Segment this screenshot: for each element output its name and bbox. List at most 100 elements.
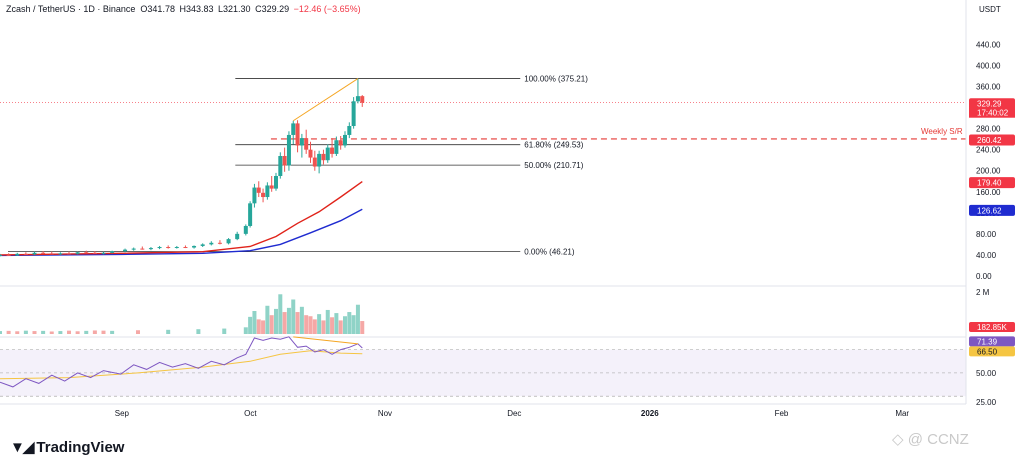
candle-body	[343, 134, 347, 146]
volume-bar	[41, 330, 46, 334]
volume-last-tag-bg	[969, 322, 1015, 332]
volume-bar	[265, 305, 270, 334]
candle-body	[252, 187, 257, 204]
price-axis-tick: 160.00	[976, 188, 1001, 197]
candle-body	[274, 175, 278, 189]
candle-body	[84, 252, 89, 254]
time-axis-tick: Nov	[378, 409, 392, 418]
ma-fast-line	[0, 181, 363, 256]
volume-bar	[136, 330, 140, 334]
price-trend-line	[292, 78, 359, 122]
candle-body	[192, 245, 197, 248]
ma-slow-tag-bg	[969, 204, 1015, 216]
price-axis-tick: 40.00	[976, 251, 997, 260]
fib-level-label: 100.00% (375.21)	[524, 75, 588, 84]
candle-body	[291, 123, 296, 135]
rsi-value-tag-bg	[969, 336, 1015, 347]
ccnz-logo-icon: ◇	[892, 431, 904, 448]
rsi-axis-tick: 25.00	[976, 398, 997, 407]
candle-body	[269, 185, 274, 189]
candle-body	[235, 233, 240, 240]
candle-body	[330, 147, 335, 154]
rsi-divergence-line	[293, 336, 358, 345]
candle-body	[58, 253, 63, 255]
candle-body	[75, 252, 80, 254]
rsi-ma-tag: 66.50	[977, 347, 998, 356]
volume-bar	[295, 312, 300, 334]
rsi-axis-tick: 50.00	[976, 369, 997, 378]
weekly-sr-tag-bg	[969, 134, 1015, 146]
low-label: L	[218, 4, 224, 14]
candle-body	[286, 134, 291, 166]
volume-bar	[334, 313, 339, 334]
volume-bar	[286, 307, 291, 334]
candle-body	[183, 247, 188, 249]
candle-body	[41, 252, 46, 254]
candle-body	[355, 96, 360, 102]
volume-bar	[338, 320, 343, 334]
weekly-sr-tag: 260.42	[977, 136, 1002, 145]
volume-bar	[343, 316, 347, 334]
volume-bar	[282, 312, 287, 334]
ma-slow-tag: 126.62	[977, 206, 1002, 215]
ma-fast-tag-bg	[969, 177, 1015, 189]
fib-level-label: 61.80% (249.53)	[524, 141, 583, 150]
close-value: 329.29	[261, 4, 290, 14]
watermark-text: @ CCNZ	[907, 431, 969, 448]
watermark: ◇ @ CCNZ	[892, 430, 969, 448]
rsi-value-tag: 71.39	[977, 337, 998, 346]
volume-bar	[32, 331, 37, 334]
candle-body	[200, 244, 205, 246]
volume-bar	[347, 312, 352, 334]
time-axis-tick: 2026	[641, 409, 659, 418]
last-price-tag-bg	[969, 98, 1015, 110]
candle-body	[123, 249, 128, 252]
price-axis-tick: 360.00	[976, 83, 1001, 92]
candle-body	[317, 153, 322, 167]
candle-body	[92, 252, 97, 254]
volume-bar	[23, 330, 28, 334]
candle-body	[101, 252, 106, 254]
volume-bar	[84, 330, 89, 334]
candle-body	[351, 101, 356, 127]
candle-body	[261, 192, 266, 198]
candle-body	[243, 225, 248, 234]
volume-bar	[325, 309, 330, 334]
candle-body	[325, 147, 330, 161]
candle-body	[304, 138, 309, 150]
volume-bar	[291, 299, 296, 334]
candle-body	[347, 126, 352, 135]
high-value: 343.83	[185, 4, 214, 14]
currency-label[interactable]: USDT	[979, 5, 1001, 14]
volume-last-tag: 182.85K	[977, 323, 1007, 332]
countdown-bg	[969, 107, 1015, 118]
candle-body	[338, 140, 343, 146]
volume-bar	[0, 331, 2, 334]
volume-bar	[308, 316, 313, 334]
price-axis-tick: 200.00	[976, 167, 1001, 176]
low-value: 321.30	[223, 4, 251, 14]
weekly-sr-label: Weekly S/R	[921, 127, 963, 136]
volume-bar	[330, 317, 335, 334]
volume-bar	[243, 327, 248, 334]
volume-bar	[351, 315, 356, 334]
volume-bar	[166, 329, 171, 334]
candle-body	[209, 242, 214, 245]
ma-fast-tag: 179.40	[977, 179, 1002, 188]
candle-body	[148, 248, 153, 250]
tradingview-brand[interactable]: ▼◢ TradingView	[10, 438, 124, 456]
change-value: −12.46 (−3.65%)	[293, 4, 361, 14]
price-axis-tick: 400.00	[976, 62, 1001, 71]
candle-body	[0, 254, 2, 256]
open-label: O	[140, 4, 148, 14]
volume-bar	[299, 306, 304, 334]
volume-bar	[67, 330, 71, 334]
last-price-tag: 329.29	[977, 100, 1002, 109]
candle-body	[174, 247, 179, 249]
candle-body	[67, 253, 71, 255]
close-label: C	[255, 4, 262, 14]
volume-bar	[312, 319, 317, 334]
price-axis-tick: 240.00	[976, 146, 1001, 155]
volume-bar	[252, 311, 257, 334]
